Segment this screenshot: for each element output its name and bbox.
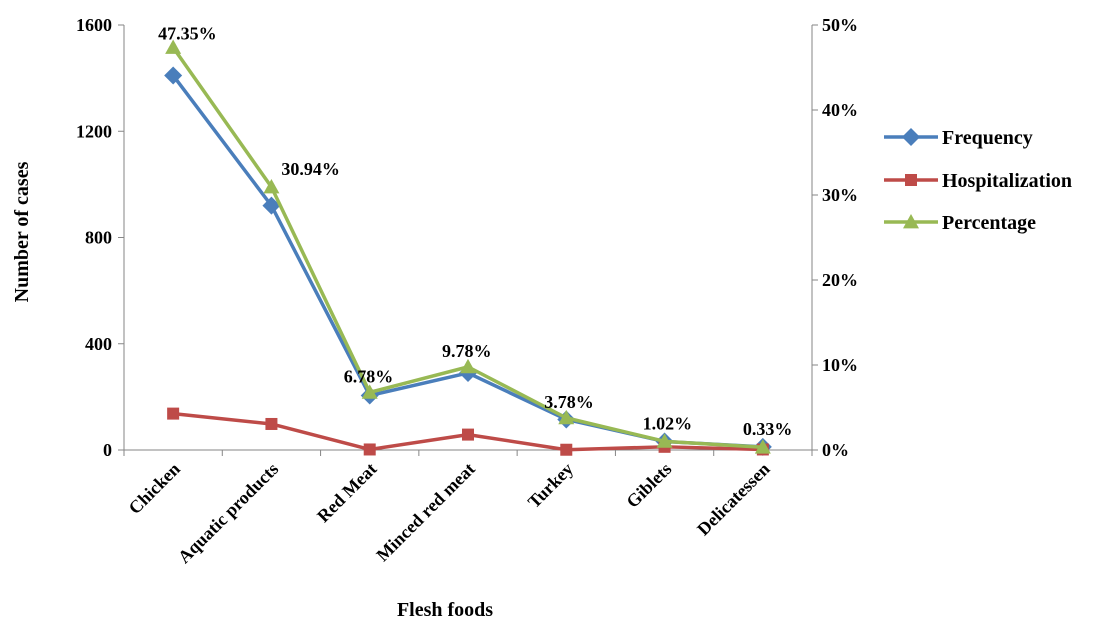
data-point-triangle: [263, 179, 280, 194]
x-category-label: Delicatessen: [693, 459, 774, 540]
left-tick-label: 800: [85, 228, 112, 248]
left-tick-label: 1200: [76, 121, 112, 141]
percentage-data-label: 30.94%: [281, 159, 340, 179]
data-point-square: [363, 443, 376, 456]
x-axis-title: Flesh foods: [397, 599, 493, 621]
legend: Frequency Hospitalization Percentage: [884, 127, 1072, 234]
x-category-label: Turkey: [524, 459, 577, 512]
right-tick-label: 20%: [822, 270, 858, 290]
series-line-frequency: [171, 74, 763, 449]
axes: 0 400 800 1200 1600 0% 10% 20% 30% 40% 50% ChickenA…: [76, 15, 858, 567]
legend-item-hospitalization: Hospitalization: [884, 170, 1072, 192]
percentage-data-label: 9.78%: [442, 341, 492, 361]
legend-item-frequency: Frequency: [884, 127, 1033, 149]
left-tick-label: 0: [103, 440, 112, 460]
data-point-triangle: [558, 409, 575, 425]
data-point-triangle: [903, 214, 919, 229]
percentage-data-label: 47.35%: [158, 24, 217, 44]
series-layer: [164, 39, 772, 456]
percentage-data-label: 6.78%: [344, 366, 394, 386]
x-category-label: Giblets: [622, 459, 675, 512]
percentage-data-label: 1.02%: [643, 413, 693, 433]
percentage-data-label: 0.33%: [743, 419, 793, 439]
legend-label: Frequency: [942, 127, 1033, 149]
data-point-square: [560, 443, 573, 456]
data-point-triangle: [361, 384, 378, 399]
data-labels: 47.35% 30.94% 6.78% 9.78% 3.78% 1.02% 0.33%: [158, 24, 792, 440]
data-point-square: [462, 428, 474, 441]
right-tick-label: 10%: [822, 355, 858, 375]
left-tick-label: 400: [85, 334, 112, 354]
data-point-triangle: [165, 39, 182, 54]
series-frequency: [164, 66, 772, 456]
data-point-diamond: [262, 196, 281, 215]
data-point-square: [265, 417, 278, 430]
legend-item-percentage: Percentage: [884, 212, 1036, 234]
x-category-label: Red Meat: [313, 459, 381, 527]
right-tick-label: 30%: [822, 185, 858, 205]
data-point-triangle: [460, 358, 476, 374]
legend-label: Hospitalization: [942, 170, 1072, 192]
data-point-diamond: [902, 128, 920, 146]
legend-label: Percentage: [942, 212, 1036, 234]
data-point-square: [905, 174, 917, 186]
right-tick-label: 50%: [822, 15, 858, 35]
x-category-label: Chicken: [125, 459, 184, 518]
x-category-label: Minced red meat: [372, 459, 479, 566]
x-category-label: Aquatic products: [174, 459, 282, 567]
data-point-square: [167, 407, 180, 420]
right-tick-label: 40%: [822, 100, 858, 120]
right-tick-label: 0%: [822, 440, 849, 460]
left-tick-label: 1600: [76, 15, 112, 35]
series-line-percentage: [171, 46, 763, 449]
data-point-diamond: [164, 66, 183, 85]
data-point-triangle: [754, 439, 771, 454]
series-percentage: [165, 39, 771, 454]
percentage-data-label: 3.78%: [544, 392, 594, 412]
y-axis-title: Number of cases: [11, 161, 33, 302]
data-point-triangle: [656, 433, 673, 448]
